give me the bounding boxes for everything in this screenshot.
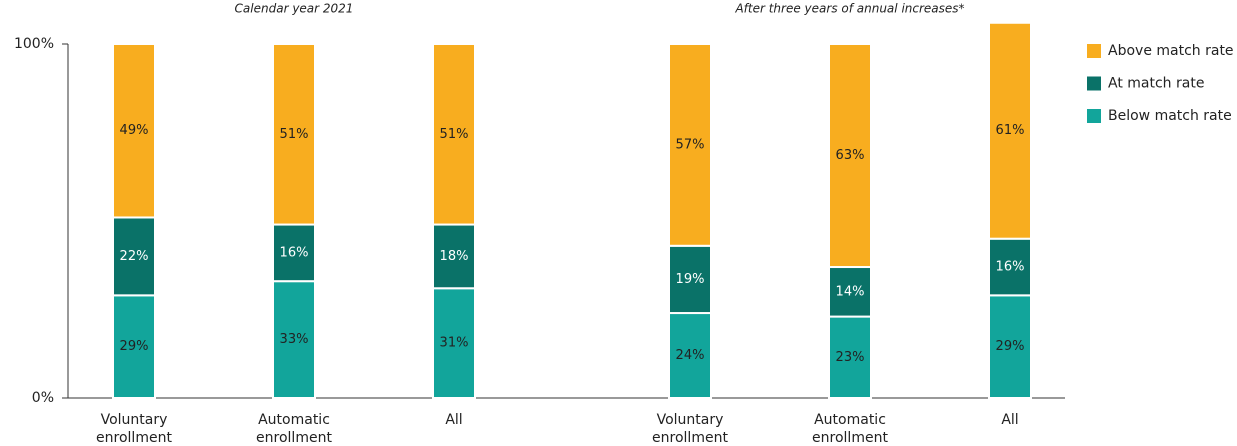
legend-swatch bbox=[1087, 44, 1101, 58]
bar-segment bbox=[988, 21, 1032, 240]
x-tick-line: enrollment bbox=[96, 430, 172, 446]
value-label: 63% bbox=[836, 148, 865, 163]
x-tick-label: Voluntary enrollment bbox=[96, 412, 172, 446]
bar-segment bbox=[988, 294, 1032, 399]
bar-segment bbox=[272, 43, 316, 226]
legend-label: Below match rate bbox=[1108, 108, 1232, 124]
x-tick-label: All bbox=[445, 412, 462, 428]
bar-segment bbox=[828, 43, 872, 269]
value-label: 57% bbox=[676, 137, 705, 152]
x-tick-line: enrollment bbox=[652, 430, 728, 446]
value-label: 29% bbox=[996, 339, 1025, 354]
value-label: 49% bbox=[120, 123, 149, 138]
value-label: 14% bbox=[836, 284, 865, 299]
bar-segment bbox=[272, 280, 316, 399]
bar-segment bbox=[272, 223, 316, 283]
bar-segment bbox=[668, 244, 712, 315]
legend-swatch bbox=[1087, 109, 1101, 123]
x-tick-line: Automatic bbox=[258, 412, 330, 428]
legend-swatch bbox=[1087, 76, 1101, 91]
group-label: Calendar year 2021 bbox=[235, 2, 354, 16]
x-tick-line: Voluntary bbox=[657, 412, 724, 428]
x-tick-label: Voluntary enrollment bbox=[652, 412, 728, 446]
x-tick-line: All bbox=[1001, 412, 1018, 428]
value-label: 51% bbox=[280, 127, 309, 142]
bar-segment bbox=[432, 223, 476, 290]
bar-segment bbox=[112, 294, 156, 399]
bar-segment bbox=[112, 43, 156, 219]
legend-label: Above match rate bbox=[1108, 43, 1234, 59]
value-label: 19% bbox=[676, 272, 705, 287]
bar-segment bbox=[432, 43, 476, 226]
value-label: 61% bbox=[996, 123, 1025, 138]
x-tick-line: enrollment bbox=[812, 430, 888, 446]
bar-segment bbox=[668, 43, 712, 247]
x-tick-line: Automatic bbox=[814, 412, 886, 428]
bar-segment bbox=[828, 315, 872, 399]
group-label: After three years of annual increases* bbox=[734, 2, 964, 16]
value-label: 29% bbox=[120, 339, 149, 354]
x-tick-label: Automatic enrollment bbox=[812, 412, 888, 446]
value-label: 51% bbox=[440, 127, 469, 142]
value-label: 33% bbox=[280, 332, 309, 347]
y-tick-label: 0% bbox=[32, 390, 54, 406]
value-label: 23% bbox=[836, 350, 865, 365]
x-tick-line: enrollment bbox=[256, 430, 332, 446]
value-label: 16% bbox=[280, 245, 309, 260]
x-tick-line: All bbox=[445, 412, 462, 428]
value-label: 31% bbox=[440, 336, 469, 351]
value-label: 24% bbox=[676, 348, 705, 363]
y-tick-label: 100% bbox=[14, 36, 54, 52]
value-label: 16% bbox=[996, 260, 1025, 275]
bar-segment bbox=[432, 287, 476, 400]
legend-label: At match rate bbox=[1108, 76, 1204, 92]
x-tick-label: Automatic enrollment bbox=[256, 412, 332, 446]
value-label: 18% bbox=[440, 249, 469, 264]
x-tick-label: All bbox=[1001, 412, 1018, 428]
x-tick-line: Voluntary bbox=[101, 412, 168, 428]
value-label: 22% bbox=[120, 249, 149, 264]
bar-segment bbox=[112, 216, 156, 297]
